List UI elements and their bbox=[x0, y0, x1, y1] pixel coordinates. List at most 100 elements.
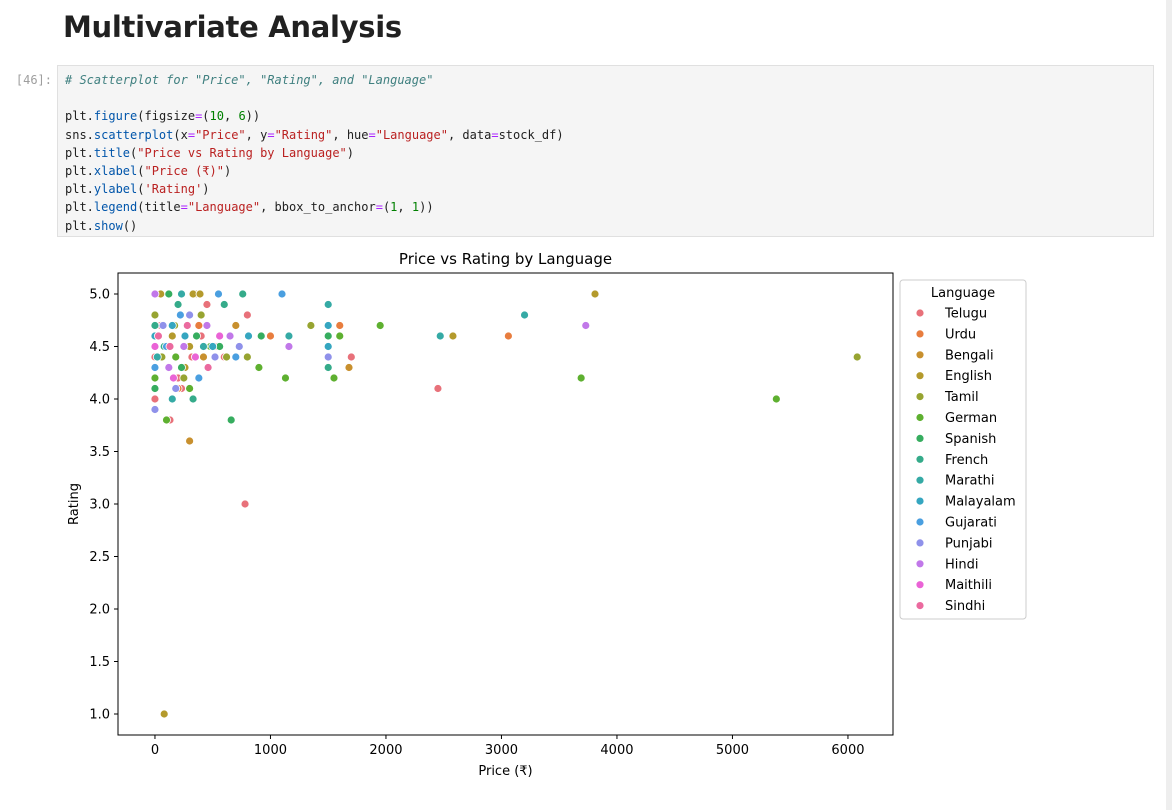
code-token: plt. bbox=[65, 200, 94, 215]
code-token: = bbox=[368, 127, 376, 142]
code-token: ( bbox=[202, 109, 210, 124]
legend-marker bbox=[915, 538, 925, 548]
scatter-point-tamil bbox=[306, 321, 316, 330]
code-token: )) bbox=[419, 200, 434, 215]
code-token: 10 bbox=[209, 109, 224, 124]
scatter-point-punjabi bbox=[210, 352, 220, 362]
scatter-point-punjabi bbox=[171, 384, 181, 393]
code-line: sns.scatterplot(x="Price", y="Rating", h… bbox=[65, 126, 564, 144]
scatter-point-sindhi bbox=[182, 321, 192, 330]
y-tick-label: 2.5 bbox=[89, 550, 110, 565]
scatter-point-german bbox=[254, 363, 264, 372]
code-line: plt.figure(figsize=(10, 6)) bbox=[65, 107, 564, 125]
scatter-point-english bbox=[159, 709, 169, 719]
code-token: stock_df) bbox=[498, 127, 564, 142]
code-token: sns. bbox=[65, 127, 94, 142]
scatter-point-malayalam bbox=[323, 321, 333, 330]
scatter-point-hindi bbox=[581, 321, 591, 330]
scatter-point-marathi bbox=[152, 352, 162, 362]
scatter-point-hindi bbox=[150, 289, 160, 299]
scatter-point-spanish bbox=[256, 331, 266, 341]
legend-marker bbox=[915, 517, 925, 527]
legend-label: Sindhi bbox=[945, 599, 985, 614]
scatter-point-bengali bbox=[231, 321, 241, 330]
legend-label: Malayalam bbox=[945, 495, 1016, 510]
scatter-point-telugu bbox=[242, 310, 252, 320]
code-token: plt. bbox=[65, 145, 94, 160]
legend-marker bbox=[915, 350, 925, 360]
code-token: legend bbox=[93, 200, 138, 215]
legend-marker bbox=[915, 308, 925, 318]
code-token: plt. bbox=[65, 163, 94, 178]
y-tick-label: 2.0 bbox=[89, 603, 110, 618]
legend-marker bbox=[915, 371, 925, 381]
scatter-point-german bbox=[375, 321, 385, 330]
code-token: 'Rating' bbox=[144, 182, 203, 197]
scatter-point-bengali bbox=[185, 436, 195, 446]
code-token: (figsize bbox=[137, 109, 196, 124]
code-token: , bbox=[397, 200, 412, 215]
cell-execution-count: [46]: bbox=[15, 73, 52, 87]
code-token: () bbox=[122, 218, 138, 233]
scatter-point-hindi bbox=[202, 321, 212, 330]
scatter-point-urdu bbox=[335, 321, 345, 330]
legend-label: Maithili bbox=[945, 578, 992, 593]
scatter-point-gujarati bbox=[175, 310, 185, 320]
scatter-point-malayalam bbox=[323, 342, 333, 351]
code-token: ) bbox=[346, 145, 355, 160]
scatter-point-urdu bbox=[503, 331, 513, 341]
code-token: )) bbox=[245, 109, 261, 124]
legend-label: English bbox=[945, 369, 992, 384]
scatter-point-french bbox=[219, 300, 229, 309]
scatter-point-marathi bbox=[167, 394, 177, 404]
legend-label: Bengali bbox=[945, 348, 994, 363]
code-token: scatterplot bbox=[93, 127, 174, 142]
scatter-point-tamil bbox=[150, 310, 160, 320]
x-tick-label: 6000 bbox=[831, 743, 864, 758]
code-token: ) bbox=[223, 163, 232, 178]
scatter-point-malayalam bbox=[244, 331, 253, 341]
legend-label: Urdu bbox=[945, 327, 976, 342]
code-line: plt.show() bbox=[65, 217, 564, 235]
scatter-point-telugu bbox=[150, 394, 160, 404]
scatter-point-malayalam bbox=[167, 321, 177, 330]
scatter-point-english bbox=[167, 331, 177, 341]
scatter-point-french bbox=[173, 300, 183, 309]
code-token: 1 bbox=[411, 200, 420, 215]
scatter-point-german bbox=[162, 415, 171, 425]
code-token: (title bbox=[137, 200, 181, 215]
scatter-point-gujarati bbox=[214, 289, 223, 299]
scatter-point-spanish bbox=[177, 363, 186, 372]
code-token: , y bbox=[245, 127, 268, 142]
legend-marker bbox=[915, 601, 925, 611]
legend-label: Hindi bbox=[945, 557, 979, 572]
scatter-point-tamil bbox=[222, 352, 231, 362]
x-tick-label: 1000 bbox=[254, 743, 287, 758]
scatter-point-malayalam bbox=[208, 342, 218, 351]
scatter-point-german bbox=[185, 384, 195, 393]
scatter-point-telugu bbox=[240, 499, 250, 509]
scatter-point-maithili bbox=[169, 373, 178, 383]
code-line: # Scatterplot for "Price", "Rating", and… bbox=[65, 71, 564, 89]
legend-label: French bbox=[945, 453, 988, 468]
code-token: , hue bbox=[332, 127, 369, 142]
scatter-point-bengali bbox=[199, 352, 208, 362]
scatter-point-punjabi bbox=[150, 405, 160, 414]
code-editor[interactable]: # Scatterplot for "Price", "Rating", and… bbox=[65, 71, 564, 235]
y-tick-label: 1.5 bbox=[89, 655, 110, 670]
page-scrollbar[interactable] bbox=[1166, 0, 1172, 810]
code-token: "Language" bbox=[187, 200, 261, 215]
code-token: , bbox=[223, 109, 239, 124]
y-tick-label: 4.5 bbox=[89, 340, 110, 355]
page-heading: Multivariate Analysis bbox=[63, 10, 402, 44]
code-token: # Scatterplot for "Price", "Rating", and… bbox=[65, 73, 434, 87]
scatter-point-german bbox=[576, 373, 586, 383]
x-axis-label: Price (₹) bbox=[478, 764, 532, 779]
code-line bbox=[65, 89, 564, 107]
scatter-point-sindhi bbox=[203, 363, 213, 372]
scatter-point-spanish bbox=[323, 331, 333, 341]
y-tick-label: 3.0 bbox=[89, 498, 110, 513]
code-cell[interactable]: # Scatterplot for "Price", "Rating", and… bbox=[57, 65, 1154, 237]
scatter-point-gujarati bbox=[231, 352, 241, 362]
code-token: = bbox=[187, 127, 196, 142]
